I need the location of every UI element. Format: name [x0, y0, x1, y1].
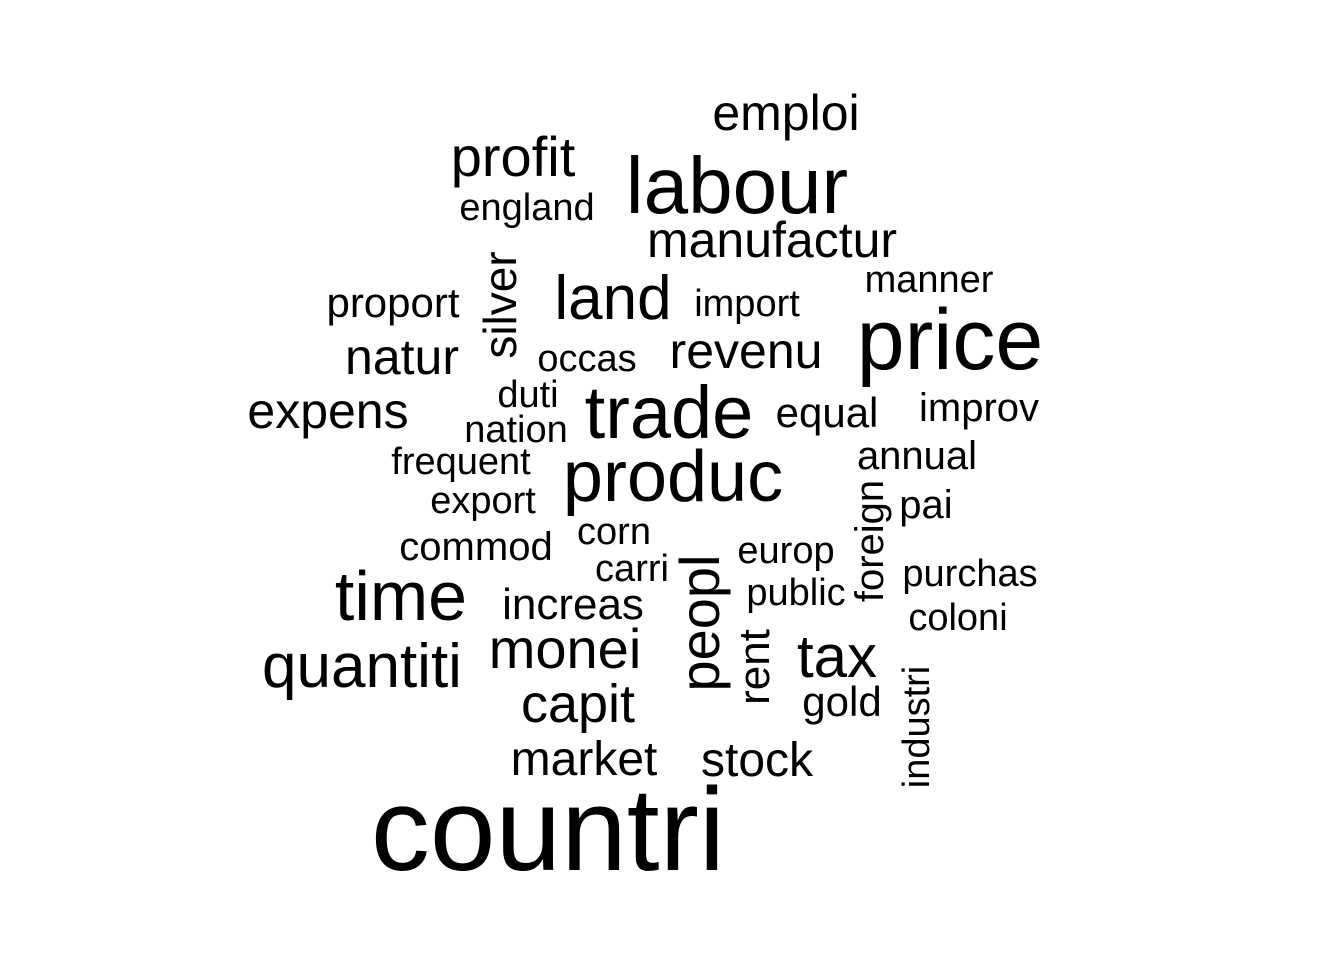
word-carri: carri [595, 548, 669, 590]
word-export: export [430, 480, 536, 522]
word-purchas: purchas [902, 553, 1038, 595]
word-europ: europ [737, 530, 835, 572]
word-corn: corn [577, 511, 651, 553]
word-countri: countri [370, 764, 726, 896]
word-pai: pai [899, 483, 953, 527]
word-gold: gold [802, 678, 882, 725]
word-nation: nation [464, 409, 568, 451]
word-market: market [510, 733, 658, 786]
word-increas: increas [502, 580, 644, 629]
word-improv: improv [918, 386, 1040, 430]
word-profit: profit [450, 125, 576, 188]
word-duti: duti [497, 374, 559, 416]
word-england: england [459, 187, 595, 229]
word-tax: tax [796, 623, 878, 690]
word-rent: rent [730, 629, 779, 705]
word-natur: natur [345, 329, 459, 385]
word-manner: manner [864, 259, 994, 301]
word-proport: proport [326, 279, 460, 326]
word-quantiti: quantiti [262, 632, 462, 701]
word-time: time [334, 557, 468, 635]
word-public: public [746, 572, 846, 614]
word-import: import [694, 283, 800, 325]
word-foreign: foreign [848, 479, 892, 603]
word-commod: commod [399, 525, 553, 569]
word-capit: capit [520, 674, 636, 734]
word-equal: equal [775, 389, 879, 436]
word-frequent: frequent [391, 441, 531, 483]
word-industri: industri [896, 665, 938, 789]
word-silver: silver [474, 251, 526, 359]
word-trade: trade [584, 371, 754, 454]
word-annual: annual [856, 434, 978, 478]
word-revenu: revenu [669, 323, 823, 379]
word-price: price [856, 292, 1044, 388]
word-produc: produc [562, 437, 784, 517]
word-peopl: peopl [668, 554, 731, 692]
word-land: land [554, 264, 672, 333]
word-stock: stock [700, 734, 814, 787]
word-occas: occas [537, 338, 637, 380]
word-coloni: coloni [908, 597, 1008, 639]
word-labour: labour [625, 141, 849, 230]
word-expens: expens [247, 383, 409, 439]
word-monei: monei [488, 617, 642, 680]
word-emploi: emploi [712, 85, 860, 141]
word-manufactur: manufactur [646, 212, 898, 268]
